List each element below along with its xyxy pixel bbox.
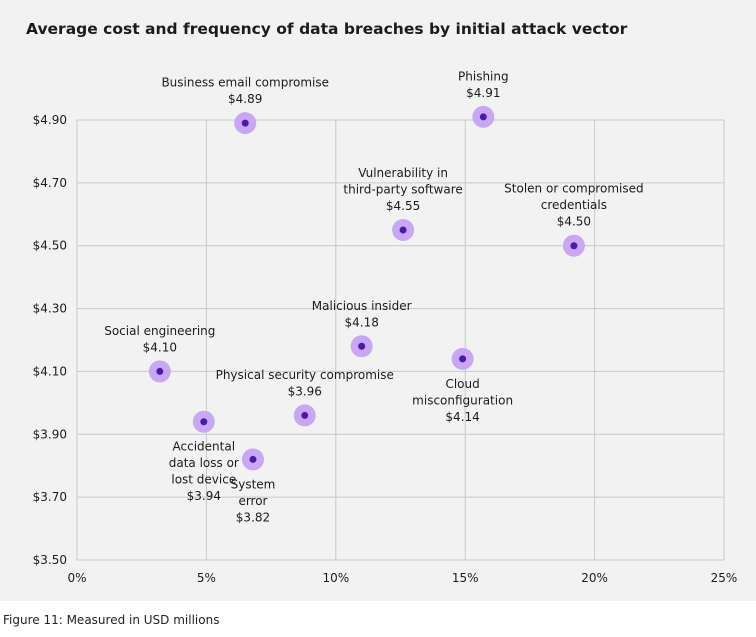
y-tick-label: $3.50 — [33, 553, 67, 567]
point-system-error — [241, 448, 264, 471]
point-value-label: $4.14 — [445, 410, 479, 424]
point-value-label: $4.18 — [345, 315, 379, 329]
point-cloud-misconfiguration — [451, 347, 474, 370]
chart-panel — [0, 0, 756, 601]
point-name-label: Stolen or compromised — [504, 182, 643, 196]
point-marker-core — [241, 119, 249, 127]
point-physical-security-compromise — [293, 404, 316, 427]
point-value-label: $4.91 — [466, 86, 500, 100]
point-marker-core — [479, 113, 487, 121]
point-value-label: $4.50 — [557, 215, 591, 229]
point-vulnerability-third-party — [392, 219, 415, 241]
y-tick-label: $4.90 — [33, 113, 67, 127]
point-value-label: $3.94 — [187, 489, 221, 503]
point-name-label: credentials — [541, 198, 607, 212]
point-marker-core — [156, 367, 164, 375]
point-marker-core — [399, 226, 407, 234]
point-name-label: Business email compromise — [161, 76, 329, 90]
point-name-label: third-party software — [343, 183, 462, 197]
point-value-label: $3.82 — [236, 510, 270, 524]
chart-title: Average cost and frequency of data breac… — [26, 20, 628, 38]
y-tick-label: $3.70 — [33, 490, 67, 504]
point-value-label: $3.96 — [288, 384, 322, 398]
point-name-label: misconfiguration — [412, 393, 513, 407]
point-name-label: error — [238, 494, 267, 508]
point-name-label: Accidental — [173, 440, 236, 454]
point-name-label: data loss or — [169, 456, 239, 470]
x-tick-label: 25% — [711, 571, 738, 585]
point-name-label: Phishing — [458, 69, 509, 83]
point-value-label: $4.55 — [386, 199, 420, 213]
scatter-plot: 0% 5% 10% 15% 20% 25% $3.50 $3.70 $3.90 $4.10 $4.3… — [33, 69, 738, 585]
point-name-label: System — [231, 477, 276, 491]
point-marker-core — [459, 355, 467, 363]
point-accidental-data-loss — [192, 410, 215, 433]
point-marker-core — [249, 455, 257, 463]
point-value-label: $4.89 — [228, 92, 262, 106]
point-name-label: Social engineering — [104, 324, 215, 338]
point-marker-core — [358, 342, 366, 350]
y-tick-label: $3.90 — [33, 427, 67, 441]
point-business-email-compromise — [234, 112, 257, 135]
point-name-label: lost device — [171, 473, 236, 487]
point-name-label: Cloud — [445, 377, 479, 391]
point-malicious-insider — [350, 335, 373, 358]
point-name-label: Vulnerability in — [358, 166, 448, 180]
point-phishing — [472, 105, 495, 128]
point-name-label: Physical security compromise — [216, 368, 394, 382]
x-tick-label: 10% — [322, 571, 349, 585]
point-marker-core — [301, 411, 309, 419]
x-tick-label: 15% — [452, 571, 479, 585]
point-marker-core — [570, 242, 578, 250]
x-tick-label: 20% — [581, 571, 608, 585]
point-social-engineering — [148, 360, 171, 383]
y-tick-label: $4.30 — [33, 302, 67, 316]
point-value-label: $4.10 — [143, 340, 177, 354]
point-name-label: Malicious insider — [312, 299, 412, 313]
x-tick-label: 0% — [67, 571, 86, 585]
y-tick-label: $4.10 — [33, 364, 67, 378]
y-tick-label: $4.50 — [33, 239, 67, 253]
point-marker-core — [200, 418, 208, 426]
y-tick-label: $4.70 — [33, 176, 67, 190]
x-tick-label: 5% — [197, 571, 216, 585]
point-stolen-credentials — [562, 234, 585, 257]
figure-caption: Figure 11: Measured in USD millions — [3, 613, 220, 627]
